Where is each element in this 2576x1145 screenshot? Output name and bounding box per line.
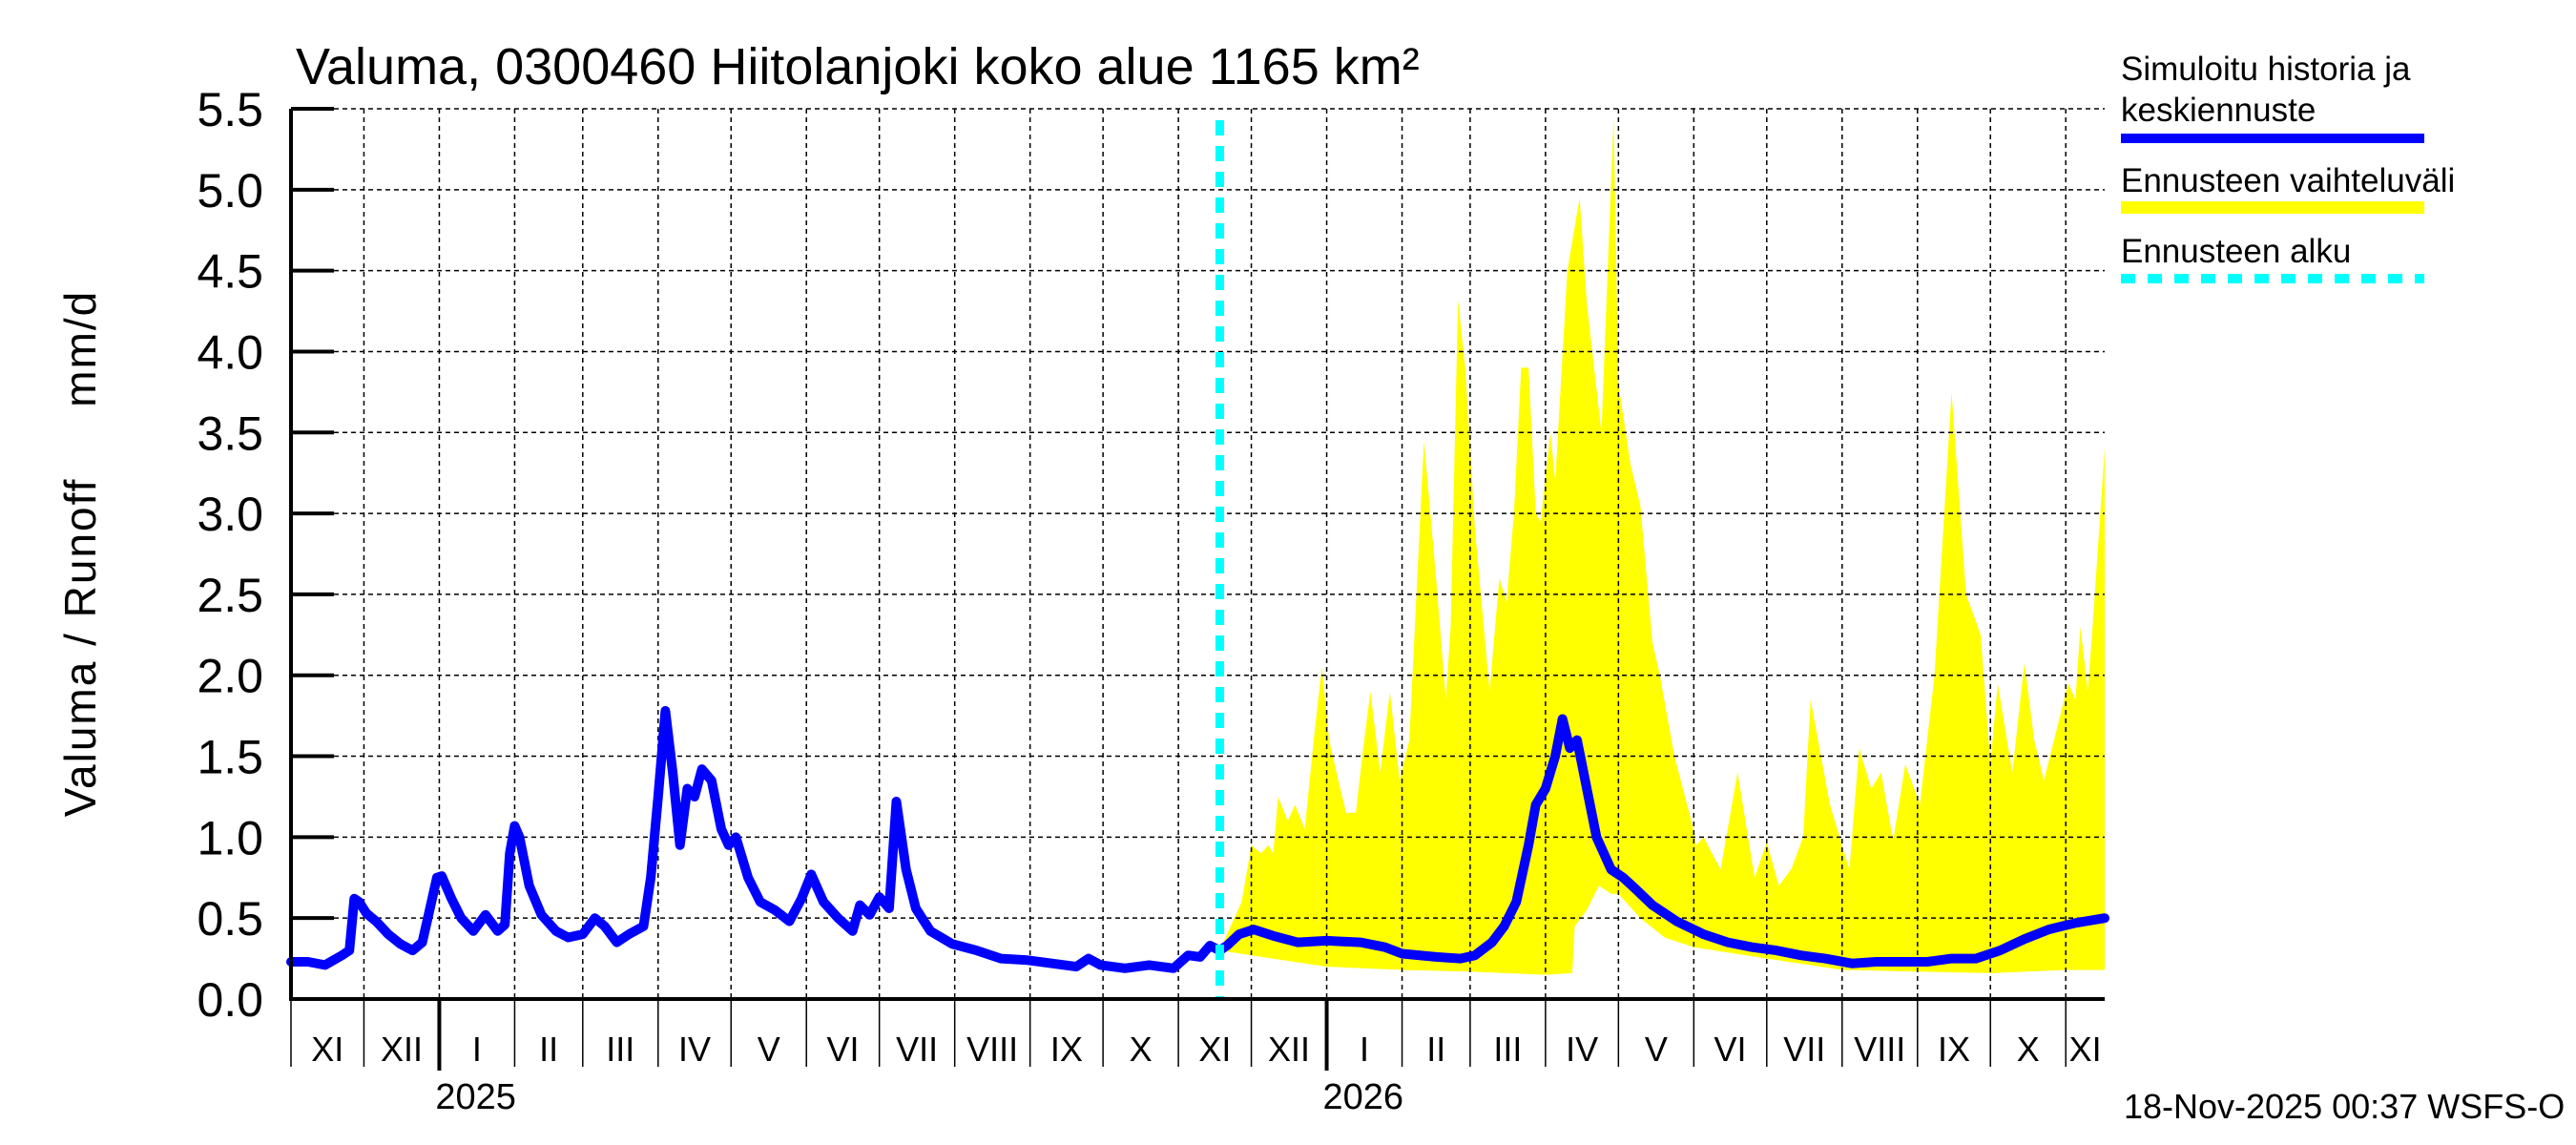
forecast-range-layer xyxy=(1219,116,2105,975)
y-tick-label: 4.0 xyxy=(197,325,263,379)
x-month-label: X xyxy=(2017,1030,2040,1069)
x-month-label: I xyxy=(472,1030,482,1069)
x-month-label: II xyxy=(539,1030,558,1069)
x-month-label: VIII xyxy=(966,1030,1018,1069)
y-tick-label: 3.5 xyxy=(197,406,263,460)
x-month-label: VII xyxy=(896,1030,938,1069)
x-month-label: IX xyxy=(1938,1030,1970,1069)
x-month-label: IV xyxy=(678,1030,711,1069)
x-month-label: V xyxy=(1645,1030,1668,1069)
x-month-label: VII xyxy=(1783,1030,1825,1069)
x-month-label: III xyxy=(606,1030,634,1069)
x-month-label: XII xyxy=(381,1030,423,1069)
y-tick-label: 1.0 xyxy=(197,811,263,864)
y-tick-label: 3.0 xyxy=(197,488,263,541)
y-tick-label: 4.5 xyxy=(197,245,263,299)
series-layer xyxy=(286,120,2109,999)
legend-label-range: Ennusteen vaihteluväli xyxy=(2121,162,2455,199)
legend: Simuloitu historia ja keskiennuste Ennus… xyxy=(2121,51,2455,283)
y-tick-label: 2.0 xyxy=(197,650,263,703)
x-month-label: VI xyxy=(826,1030,859,1069)
y-tick-label: 5.5 xyxy=(197,83,263,136)
timestamp-footer: 18-Nov-2025 00:37 WSFS-O xyxy=(2124,1087,2565,1126)
x-month-label: II xyxy=(1426,1030,1445,1069)
x-month-label: VIII xyxy=(1854,1030,1905,1069)
y-tick-label: 0.0 xyxy=(197,973,263,1027)
legend-label-simulated-1: Simuloitu historia ja xyxy=(2121,51,2411,88)
y-tick-label: 0.5 xyxy=(197,892,263,946)
x-month-label: IX xyxy=(1050,1030,1083,1069)
x-month-label: IV xyxy=(1566,1030,1598,1069)
x-month-label: I xyxy=(1360,1030,1369,1069)
legend-swatch-simulated xyxy=(2121,134,2424,143)
y-tick-label: 2.5 xyxy=(197,569,263,622)
legend-swatch-range xyxy=(2121,201,2424,214)
y-tick-label: 5.0 xyxy=(197,164,263,218)
grid-layer xyxy=(291,108,2105,999)
y-axis-label: Valuma / Runoff mm/d xyxy=(55,290,105,818)
x-month-label: III xyxy=(1493,1030,1522,1069)
axis-layer: 0.00.51.01.52.02.53.03.54.04.55.05.5XI XI… xyxy=(197,83,2105,1117)
legend-label-simulated-2: keskiennuste xyxy=(2121,92,2316,129)
legend-label-forecast-start: Ennusteen alku xyxy=(2121,233,2351,270)
chart-title: Valuma, 0300460 Hiitolanjoki koko alue 1… xyxy=(296,38,1420,95)
y-tick-label: 1.5 xyxy=(197,731,263,784)
x-month-label: XI xyxy=(311,1030,343,1069)
simulated-runoff-line xyxy=(286,706,2109,973)
forecast-range-area xyxy=(1219,116,2105,975)
x-month-label: XI xyxy=(2069,1030,2102,1069)
x-year-label: 2025 xyxy=(435,1077,516,1117)
x-month-label: VI xyxy=(1714,1030,1747,1069)
x-year-label: 2026 xyxy=(1323,1077,1404,1117)
x-month-label: V xyxy=(758,1030,780,1069)
x-month-label: X xyxy=(1130,1030,1153,1069)
x-month-label: XII xyxy=(1268,1030,1310,1069)
x-month-label: XI xyxy=(1198,1030,1231,1069)
